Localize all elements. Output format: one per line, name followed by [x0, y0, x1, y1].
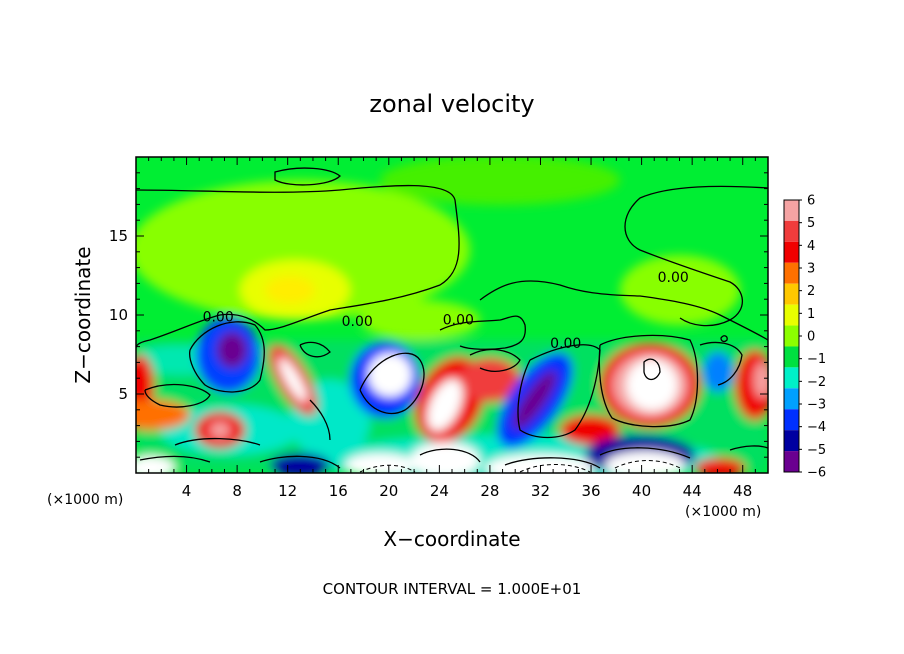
colorbar-label: 0 [807, 330, 815, 345]
colorbar-swatch [784, 451, 799, 472]
colorbar-label: −3 [807, 398, 826, 413]
colorbar-swatch [784, 241, 799, 263]
contour-lines-dashed [359, 460, 681, 473]
x-tick-label: 28 [480, 482, 499, 500]
y-tick-label: 10 [109, 306, 128, 324]
plot-area: 0.00 0.00 0.00 0.00 0.00 [136, 157, 768, 473]
colorbar-label: −4 [807, 420, 826, 435]
contour-labels: 0.00 0.00 0.00 0.00 0.00 [203, 270, 689, 352]
x-tick-label: 24 [430, 482, 449, 500]
colorbar-swatch [784, 388, 799, 410]
colorbar-label: 1 [807, 307, 815, 322]
colorbar-swatch [784, 367, 799, 389]
contour-label: 0.00 [203, 309, 234, 325]
colorbar-swatch [784, 262, 799, 284]
colorbar-swatch [784, 325, 799, 347]
colorbar-label: −5 [807, 443, 826, 458]
x-tick-label: 20 [379, 482, 398, 500]
x-tick-label: 8 [232, 482, 242, 500]
colorbar-label: 6 [807, 194, 815, 209]
y-axis-label: Z−coordinate [71, 246, 95, 383]
colorbar-label: −1 [807, 352, 826, 367]
y-tick-label: 15 [109, 227, 128, 245]
x-tick-label: 12 [278, 482, 297, 500]
colorbar-swatch [784, 346, 799, 368]
colorbar-label: 2 [807, 284, 815, 299]
colorbar-label: 4 [807, 239, 815, 254]
colorbar-swatch [784, 409, 799, 431]
contour-label: 0.00 [443, 312, 474, 328]
colorbar-swatch [784, 200, 799, 221]
y-tick-label: 5 [118, 385, 128, 403]
x-tick-label: 16 [329, 482, 348, 500]
x-tick-label: 36 [581, 482, 600, 500]
contour-label: 0.00 [658, 270, 689, 286]
field-blobs [136, 157, 768, 473]
contour-label: 0.00 [342, 314, 373, 330]
colorbar: 6 5 4 3 2 1 0 −1 −2 −3 −4 −5 −6 [783, 194, 826, 481]
x-tick-label: 48 [733, 482, 752, 500]
colorbar-label: 3 [807, 262, 815, 277]
colorbar-label: 5 [807, 216, 815, 231]
x-tick-label: 32 [531, 482, 550, 500]
colorbar-label: −6 [807, 466, 826, 481]
contour-label: 0.00 [550, 336, 581, 352]
x-axis-label: X−coordinate [383, 527, 520, 551]
x-axis: 4 8 12 16 20 24 28 32 36 40 44 48 [148, 157, 756, 500]
x-tick-label: 44 [683, 482, 702, 500]
x-tick-label: 4 [182, 482, 192, 500]
colorbar-label: −2 [807, 375, 826, 390]
x-unit-left: (×1000 m) [47, 492, 123, 508]
colorbar-swatch [784, 220, 799, 242]
colorbar-swatch [784, 430, 799, 452]
y-axis: 5 10 15 [109, 172, 768, 458]
x-tick-label: 40 [632, 482, 651, 500]
x-unit-right: (×1000 m) [685, 504, 761, 520]
contour-interval-footer: CONTOUR INTERVAL = 1.000E+01 [323, 580, 582, 598]
colorbar-swatch [784, 304, 799, 326]
chart-title: zonal velocity [369, 90, 534, 118]
colorbar-swatch [784, 283, 799, 305]
contour-lines [136, 167, 768, 469]
